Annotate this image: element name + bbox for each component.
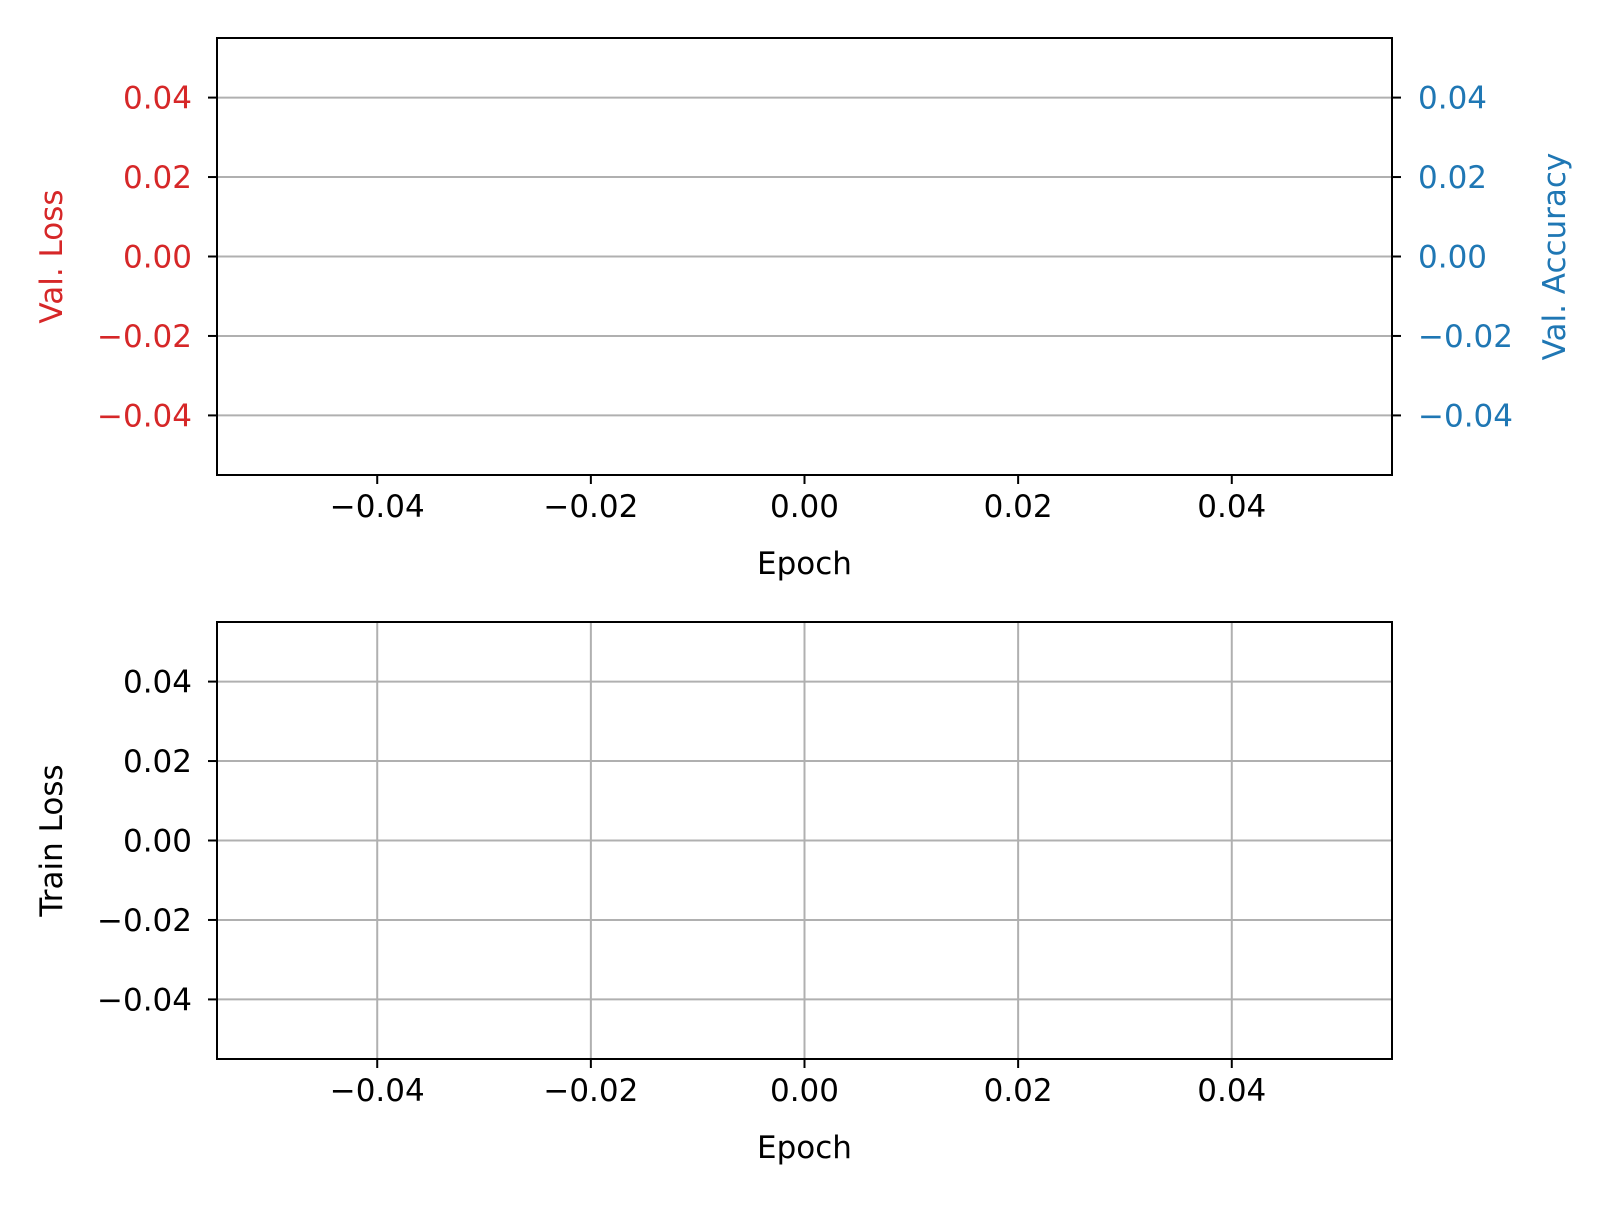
- bottom-x-axis-label: Epoch: [757, 1130, 852, 1166]
- top-y-tick-label: 0.02: [123, 160, 192, 196]
- top-x-tick-label: 0.02: [984, 489, 1053, 525]
- bottom-grid: [217, 622, 1392, 1059]
- bottom-x-ticks: −0.04 −0.02 0.00 0.02 0.04: [330, 1059, 1266, 1109]
- top-y-tick-label: 0.00: [123, 240, 192, 276]
- top-y-right-tick-label: 0.04: [1418, 81, 1487, 117]
- top-grid: [217, 96, 1392, 417]
- top-x-axis-label: Epoch: [757, 546, 852, 582]
- bottom-x-tick-label: 0.04: [1197, 1073, 1266, 1109]
- top-x-tick-label: 0.00: [770, 489, 839, 525]
- bottom-left-ticks: 0.04 0.02 0.00 −0.02 −0.04: [97, 665, 217, 1018]
- bottom-y-tick-label: 0.02: [123, 744, 192, 780]
- bottom-y-axis-label: Train Loss: [34, 764, 70, 917]
- bottom-x-tick-label: 0.02: [984, 1073, 1053, 1109]
- bottom-y-tick-label: 0.00: [123, 824, 192, 860]
- bottom-y-tick-label: 0.04: [123, 665, 192, 701]
- bottom-y-tick-label: −0.02: [97, 903, 192, 939]
- top-left-ticks: 0.04 0.02 0.00 −0.02 −0.04: [97, 81, 217, 434]
- bottom-x-tick-label: 0.00: [770, 1073, 839, 1109]
- top-right-ticks: 0.04 0.02 0.00 −0.02 −0.04: [1392, 81, 1513, 434]
- top-y-tick-label: −0.02: [97, 319, 192, 355]
- bottom-y-tick-label: −0.04: [97, 982, 192, 1018]
- bottom-x-tick-label: −0.04: [330, 1073, 425, 1109]
- top-y-axis-label-right: Val. Accuracy: [1537, 153, 1573, 361]
- top-y-axis-label-left: Val. Loss: [34, 189, 70, 323]
- bottom-subplot: 0.040.020.00−0.02−0.04 −0.04 −0.02 0.00 0.0…: [34, 621, 1393, 1166]
- top-y-tick-label: 0.04: [123, 81, 192, 117]
- bottom-x-tick-label: −0.02: [543, 1073, 638, 1109]
- top-x-ticks: −0.04 −0.02 0.00 0.02 0.04: [330, 475, 1266, 525]
- top-x-tick-label: −0.04: [330, 489, 425, 525]
- top-y-right-tick-label: 0.00: [1418, 240, 1487, 276]
- top-subplot: 0.04 0.02 0.00 −0.02 −0.04 0.04 0.02 0.00 −0.02…: [34, 37, 1573, 582]
- top-x-tick-label: −0.02: [543, 489, 638, 525]
- top-y-right-tick-label: 0.02: [1418, 160, 1487, 196]
- top-y-tick-label: −0.04: [97, 398, 192, 434]
- top-y-right-tick-label: −0.02: [1418, 319, 1513, 355]
- top-x-tick-label: 0.04: [1197, 489, 1266, 525]
- top-y-right-tick-label: −0.04: [1418, 398, 1513, 434]
